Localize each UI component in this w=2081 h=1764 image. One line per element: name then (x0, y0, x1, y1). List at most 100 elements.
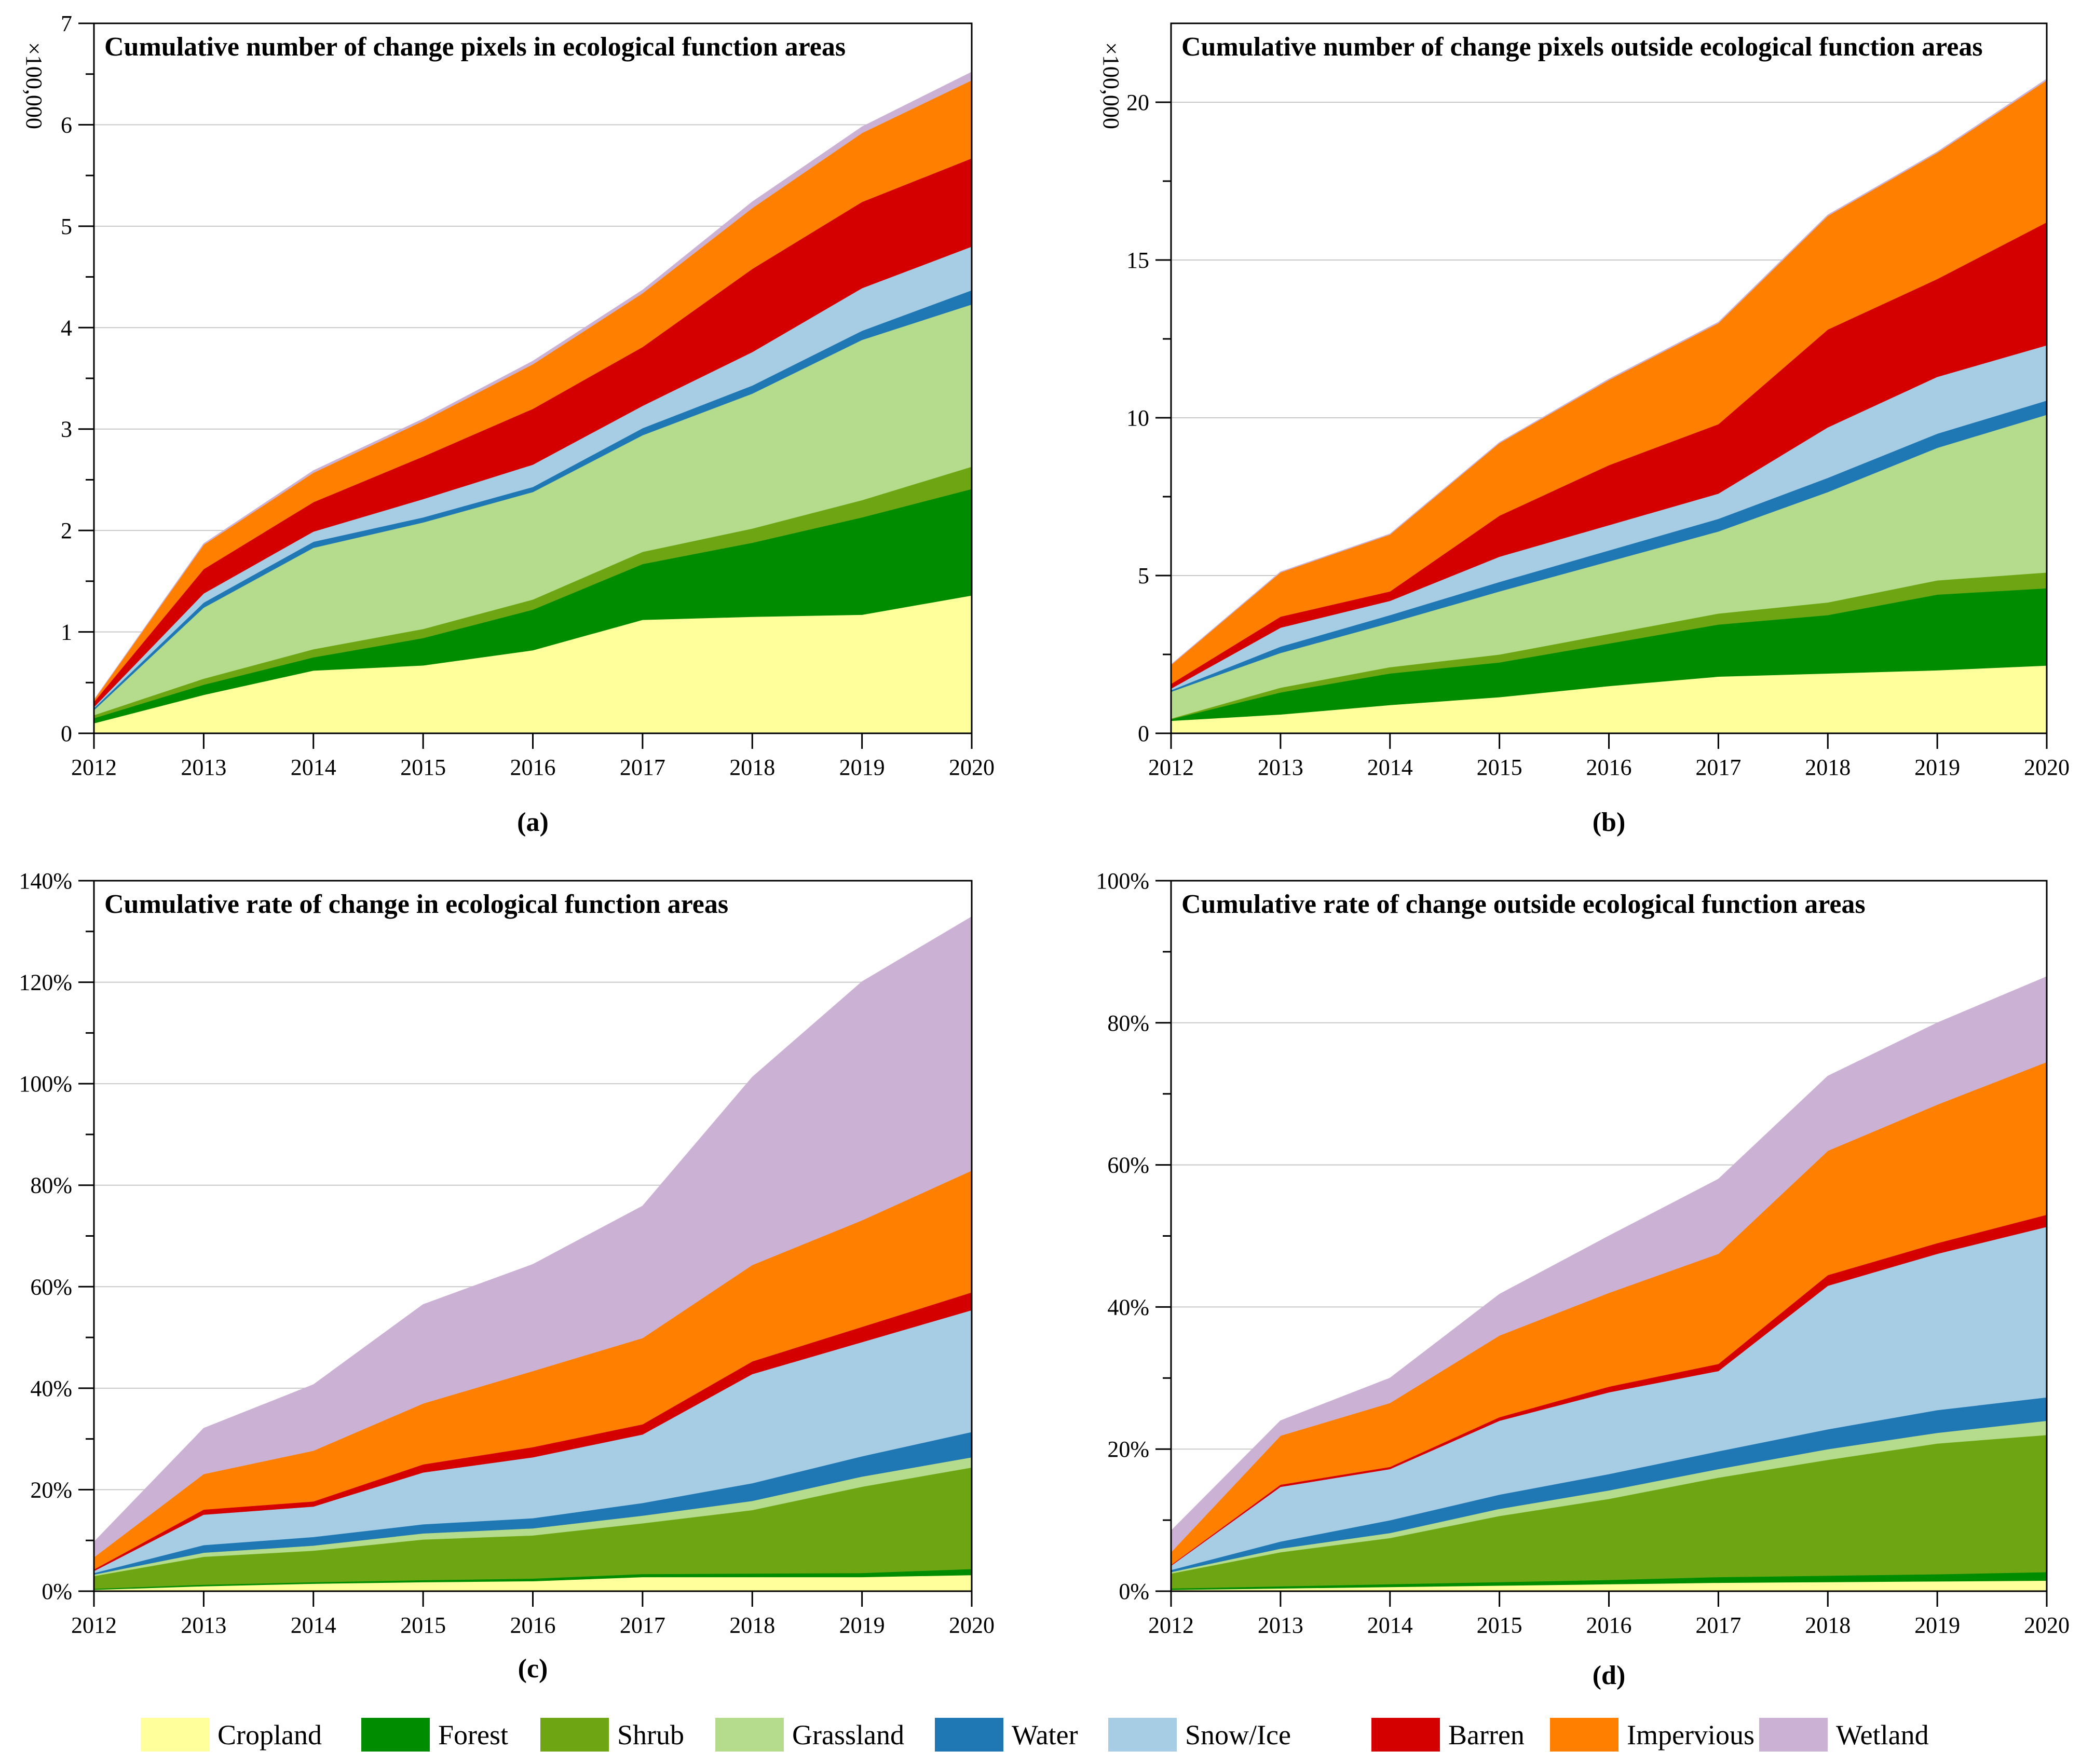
x-tick-label: 2013 (181, 1612, 226, 1638)
y-tick-label: 40% (1107, 1294, 1149, 1320)
x-tick-label: 2019 (839, 1612, 885, 1638)
chart-title: Cumulative rate of change in ecological … (104, 890, 728, 919)
y-tick-label: 0% (1119, 1579, 1149, 1604)
x-tick-label: 2018 (729, 755, 775, 780)
y-tick-label: 6 (61, 112, 72, 138)
legend-item-water: Water (935, 1718, 1078, 1752)
x-tick-label: 2017 (1695, 755, 1741, 780)
x-tick-label: 2014 (291, 1612, 336, 1638)
x-tick-label: 2020 (949, 1612, 995, 1638)
legend-swatch (715, 1718, 784, 1752)
y-tick-label: 100% (1096, 868, 1149, 894)
legend-label: Water (1012, 1719, 1078, 1751)
legend-swatch (141, 1718, 209, 1752)
y-axis-unit-label: ×100,000 (1098, 42, 1124, 129)
legend-item-impervious: Impervious (1550, 1718, 1754, 1752)
x-tick-label: 2015 (400, 755, 446, 780)
y-tick-label: 60% (30, 1274, 72, 1300)
x-tick-label: 2012 (1148, 1612, 1194, 1638)
x-tick-label: 2020 (2024, 755, 2070, 780)
panel-label: (a) (517, 808, 549, 837)
x-tick-label: 2013 (1258, 1612, 1303, 1638)
x-tick-label: 2017 (620, 755, 665, 780)
y-tick-label: 20% (1107, 1437, 1149, 1462)
y-tick-label: 15 (1126, 248, 1149, 273)
legend-label: Impervious (1627, 1719, 1754, 1751)
x-tick-label: 2012 (71, 1612, 117, 1638)
x-tick-label: 2019 (839, 755, 885, 780)
panel-label: (c) (518, 1654, 548, 1684)
legend-item-snow-ice: Snow/Ice (1108, 1718, 1291, 1752)
chart-title: Cumulative rate of change outside ecolog… (1181, 890, 1866, 919)
y-tick-label: 80% (30, 1173, 72, 1198)
x-tick-label: 2015 (1477, 1612, 1522, 1638)
chart-panel-d: 0% 20% 40% 60% 80% 100% 2012 2013 2014 2015 2016 20… (1096, 868, 2070, 1690)
legend-label: Forest (438, 1719, 508, 1751)
legend-item-shrub: Shrub (540, 1718, 684, 1752)
legend-item-cropland: Cropland (141, 1718, 322, 1752)
y-tick-label: 0 (61, 721, 72, 746)
legend-swatch (1759, 1718, 1828, 1752)
legend-label: Grassland (792, 1719, 904, 1751)
x-tick-label: 2018 (1805, 1612, 1851, 1638)
legend-swatch (1108, 1718, 1177, 1752)
x-tick-label: 2017 (1695, 1612, 1741, 1638)
y-tick-label: 5 (61, 214, 72, 239)
legend: Cropland Forest Shrub Grassland Water Snow/Ic… (141, 1718, 1929, 1752)
chart-panel-c: 0% 20% 40% 60% 80% 100% 120% 140% 2012 2013 2014 20… (19, 868, 995, 1684)
x-tick-label: 2014 (1367, 755, 1413, 780)
x-tick-label: 2013 (181, 755, 226, 780)
legend-label: Wetland (1836, 1719, 1929, 1751)
x-tick-label: 2014 (291, 755, 336, 780)
legend-swatch (935, 1718, 1003, 1752)
x-tick-label: 2016 (510, 1612, 556, 1638)
legend-swatch (361, 1718, 430, 1752)
x-tick-label: 2016 (1586, 1612, 1632, 1638)
x-tick-label: 2018 (729, 1612, 775, 1638)
chart-title: Cumulative number of change pixels in ec… (104, 32, 846, 62)
y-tick-label: 3 (61, 417, 72, 442)
x-tick-label: 2015 (400, 1612, 446, 1638)
legend-item-grassland: Grassland (715, 1718, 904, 1752)
panel-label: (d) (1593, 1661, 1626, 1690)
y-tick-label: 5 (1138, 563, 1149, 589)
x-tick-label: 2020 (949, 755, 995, 780)
y-tick-label: 100% (19, 1071, 72, 1097)
y-tick-label: 40% (30, 1376, 72, 1401)
y-tick-label: 0% (42, 1579, 72, 1604)
x-tick-label: 2012 (71, 755, 117, 780)
legend-item-wetland: Wetland (1759, 1718, 1929, 1752)
x-tick-label: 2019 (1914, 1612, 1960, 1638)
y-tick-label: 4 (61, 315, 72, 340)
legend-item-forest: Forest (361, 1718, 508, 1752)
y-axis-unit-label: ×100,000 (21, 42, 47, 129)
x-tick-label: 2015 (1477, 755, 1522, 780)
y-tick-label: 60% (1107, 1153, 1149, 1178)
y-tick-label: 7 (61, 11, 72, 36)
x-tick-label: 2017 (620, 1612, 665, 1638)
y-tick-label: 0 (1138, 721, 1149, 746)
x-tick-label: 2014 (1367, 1612, 1413, 1638)
y-tick-label: 140% (19, 868, 72, 894)
y-tick-label: 10 (1126, 405, 1149, 431)
legend-label: Snow/Ice (1185, 1719, 1291, 1751)
panel-label: (b) (1593, 808, 1626, 837)
y-tick-label: 20 (1126, 90, 1149, 115)
x-tick-label: 2016 (1586, 755, 1632, 780)
legend-swatch (1550, 1718, 1618, 1752)
x-tick-label: 2020 (2024, 1612, 2070, 1638)
x-tick-label: 2019 (1914, 755, 1960, 780)
legend-label: Barren (1448, 1719, 1525, 1751)
y-tick-label: 1 (61, 620, 72, 645)
legend-label: Shrub (617, 1719, 684, 1751)
legend-swatch (1371, 1718, 1440, 1752)
y-tick-label: 120% (19, 970, 72, 995)
x-tick-label: 2016 (510, 755, 556, 780)
legend-item-barren: Barren (1371, 1718, 1525, 1752)
chart-title: Cumulative number of change pixels outsi… (1181, 32, 1983, 62)
legend-swatch (540, 1718, 609, 1752)
x-tick-label: 2018 (1805, 755, 1851, 780)
chart-panel-a: 0 1 2 3 4 5 6 7 2012 2013 2014 2015 2016 2017 2018 2019… (21, 11, 995, 837)
chart-panel-b: 0 5 10 15 20 2012 2013 2014 2015 2016 2017 2018 2019… (1098, 22, 2070, 837)
